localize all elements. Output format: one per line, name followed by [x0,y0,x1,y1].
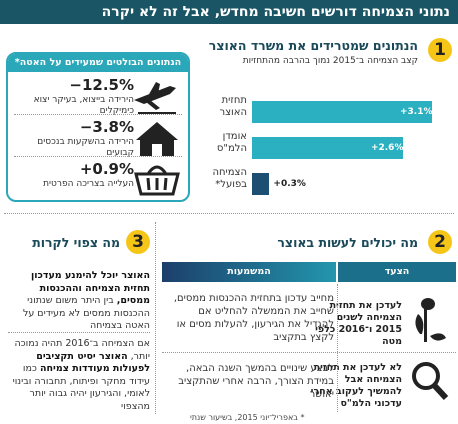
section-divider [155,222,156,414]
section-number: 1 [428,38,452,62]
bar [252,101,432,123]
stat-label: העלייה בצריכה הפרטית [43,179,134,189]
highlights-box: הנתונים הבולטים שמעידים על האטה* −12.5% ה… [6,52,190,202]
column-divider [337,284,338,412]
text-run: בין היתר משום שנתוני ההכנסות ממסים לא מע… [22,295,150,331]
text-run: האוצר יסיט תקציבים לפעולות מעודדות צמיחה [36,350,150,375]
section-number: 2 [428,230,452,254]
stat-label: הירידה בהשקעות בנכסים קבועים [37,137,134,158]
bar [252,173,270,195]
category-label: הצמיחה בפועל* [212,167,247,190]
section-title: מה יכולים לעשות באוצר [277,235,418,250]
magnifier-icon [412,362,449,401]
stat-label: הירידה בייצוא, בעיקר יצוא כימיקלים [33,95,134,116]
category-label: תחזית האוצר [219,95,247,118]
chart-subtitle: קצב הצמיחה ב־2015 נמוך בהרבה מהתחזיות [242,56,418,66]
plane-icon [134,82,176,114]
house-icon [136,122,178,156]
column-header: המשמעות [162,262,336,282]
value-label: +2.6% [370,143,404,153]
section-number: 3 [126,230,150,254]
column-header: הצעד [338,262,456,282]
highlights-title: הנתונים הבולטים שמעידים על האטה* [8,54,188,72]
plant-icon [415,298,446,342]
text-run: כמו עידוד מחקר ופיתוח, תחבורה ובינוי לאו… [12,363,150,412]
bar [252,137,403,159]
stat-value: −12.5% [69,76,134,94]
step-icons [412,298,449,401]
footnote: * באפריל־יוני 2015, בשיעור שנתי [190,413,305,422]
stat-value: +0.9% [79,160,134,178]
value-label: +0.3% [273,179,306,189]
text-run: האוצר יוכל להימנע מעדכון תחזית הצמיחה וה… [30,270,150,306]
paragraph-divider [8,332,150,333]
bar-chart: תחזית האוצר +3.1% אומדן הלמ"ס +2.6% הצמיחה ב… [195,95,455,205]
stat-value: −3.8% [79,118,134,136]
section-title: מה צפוי לקרות [32,235,120,250]
chart-title: הנתונים שמטרידים את משרד האוצר [208,38,418,53]
divider [4,213,454,214]
highlight-icons [134,82,180,196]
meaning-text: מחייב עדכון בתחזית ההכנסות ממסים, שחייב … [173,293,334,343]
row-divider [162,352,456,353]
category-label: אומדן הלמ"ס [216,131,247,154]
value-label: +3.1% [400,107,433,117]
page-title: נתוני הצמיחה דורשים חשיבה מחדש, אבל זה ל… [0,0,458,24]
paragraph: האוצר יוכל להימנע מעדכון תחזית הצמיחה וה… [8,270,150,333]
step-text: לא לעדכן את תחזית הצמיחה אבל להמשיך לעקו… [310,362,402,409]
item-divider [14,114,182,115]
paragraph: אם הצמיחה ב־2016 תהיה נמוכה יותר, האוצר … [8,338,150,413]
text-run: אם הצמיחה ב־2016 תהיה נמוכה יותר, [14,338,150,362]
step-text: לעדכן את תחזית הצמיחה לשנים 2015 ו־2016 … [315,300,402,347]
item-divider [14,156,182,157]
basket-icon [134,165,180,196]
meaning-text: לבצע שינויים בהמשך השנה הבאה, במידת הצור… [178,363,334,400]
